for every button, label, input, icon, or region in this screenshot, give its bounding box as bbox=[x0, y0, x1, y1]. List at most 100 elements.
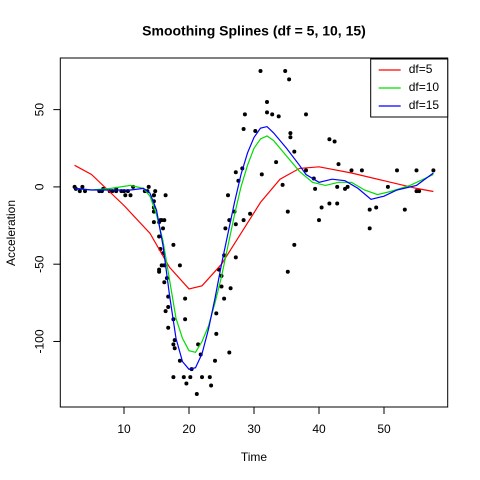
data-point bbox=[265, 110, 269, 115]
y-tick-label: 0 bbox=[32, 183, 46, 190]
legend-label: df=5 bbox=[409, 62, 433, 76]
data-point bbox=[367, 226, 372, 231]
data-point bbox=[319, 205, 324, 210]
data-point bbox=[335, 184, 340, 189]
data-point bbox=[367, 207, 372, 212]
y-tick-label: -50 bbox=[32, 255, 46, 273]
data-point bbox=[317, 218, 321, 223]
data-point bbox=[123, 193, 128, 198]
data-point bbox=[146, 184, 151, 189]
data-point bbox=[327, 201, 332, 206]
data-point bbox=[157, 269, 162, 274]
data-point bbox=[128, 193, 133, 198]
data-point bbox=[304, 168, 308, 173]
data-point bbox=[313, 186, 318, 191]
x-tick-label: 20 bbox=[182, 422, 196, 436]
data-point bbox=[349, 168, 354, 173]
data-point bbox=[166, 325, 171, 330]
data-point bbox=[209, 383, 214, 388]
data-point bbox=[265, 100, 269, 105]
data-point bbox=[184, 381, 189, 386]
legend-label: df=15 bbox=[409, 98, 440, 112]
data-point bbox=[385, 184, 390, 189]
data-point bbox=[214, 311, 219, 316]
data-point bbox=[287, 77, 292, 82]
data-point bbox=[194, 392, 199, 397]
data-point bbox=[233, 222, 238, 227]
data-point bbox=[171, 242, 176, 247]
data-point bbox=[207, 375, 212, 380]
data-point bbox=[292, 149, 297, 154]
data-point bbox=[183, 317, 188, 322]
data-point bbox=[233, 170, 238, 175]
data-point bbox=[336, 162, 341, 167]
x-tick-label: 40 bbox=[312, 422, 326, 436]
data-point bbox=[171, 375, 176, 380]
data-point bbox=[345, 184, 350, 189]
data-point bbox=[77, 189, 82, 194]
data-point bbox=[241, 126, 246, 131]
data-point bbox=[200, 375, 204, 380]
data-point bbox=[177, 358, 182, 363]
data-point bbox=[259, 172, 264, 177]
data-point bbox=[395, 168, 399, 173]
data-point bbox=[288, 135, 293, 140]
y-tick-label: 50 bbox=[32, 103, 46, 117]
data-point bbox=[153, 189, 158, 194]
data-point bbox=[280, 182, 285, 187]
data-point bbox=[304, 112, 308, 117]
data-point bbox=[226, 193, 230, 198]
data-point bbox=[214, 331, 219, 336]
data-point bbox=[223, 226, 228, 231]
data-point bbox=[213, 358, 217, 363]
spline-curve bbox=[74, 164, 434, 290]
data-point bbox=[228, 286, 233, 291]
data-point bbox=[248, 211, 253, 216]
data-point bbox=[359, 168, 364, 173]
data-point bbox=[161, 226, 165, 231]
data-point bbox=[292, 242, 297, 247]
data-point bbox=[157, 234, 162, 239]
spline-curve bbox=[74, 135, 434, 353]
x-tick-label: 10 bbox=[117, 422, 131, 436]
data-point bbox=[163, 309, 168, 314]
data-point bbox=[233, 255, 238, 260]
data-point bbox=[258, 68, 263, 73]
data-point bbox=[177, 263, 182, 268]
data-point bbox=[374, 205, 379, 210]
data-point bbox=[151, 220, 156, 225]
data-point bbox=[181, 375, 186, 380]
data-point bbox=[162, 280, 167, 285]
data-point bbox=[151, 193, 156, 198]
y-tick-label: -100 bbox=[32, 329, 46, 353]
data-point bbox=[183, 296, 188, 301]
data-point bbox=[288, 131, 293, 136]
data-point bbox=[171, 342, 176, 347]
data-point bbox=[285, 209, 290, 214]
data-point bbox=[276, 114, 281, 119]
data-point bbox=[162, 218, 167, 223]
data-point bbox=[274, 160, 279, 165]
data-point bbox=[327, 137, 332, 142]
data-point bbox=[270, 112, 275, 117]
data-point bbox=[188, 375, 193, 380]
data-point bbox=[285, 269, 290, 274]
data-point bbox=[219, 284, 224, 289]
data-point bbox=[80, 184, 85, 189]
data-point bbox=[227, 350, 232, 355]
legend-label: df=10 bbox=[409, 80, 440, 94]
data-point bbox=[241, 218, 246, 223]
spline-curve bbox=[74, 125, 434, 370]
data-point bbox=[166, 304, 171, 309]
data-point bbox=[414, 168, 419, 173]
data-point bbox=[172, 346, 177, 351]
chart-title: Smoothing Splines (df = 5, 10, 15) bbox=[142, 23, 366, 39]
data-point bbox=[283, 68, 288, 73]
y-axis-title: Acceleration bbox=[4, 200, 18, 266]
data-point bbox=[163, 193, 168, 198]
x-tick-label: 50 bbox=[377, 422, 391, 436]
x-tick-label: 30 bbox=[247, 422, 261, 436]
data-point bbox=[332, 139, 337, 144]
data-point bbox=[335, 201, 340, 206]
